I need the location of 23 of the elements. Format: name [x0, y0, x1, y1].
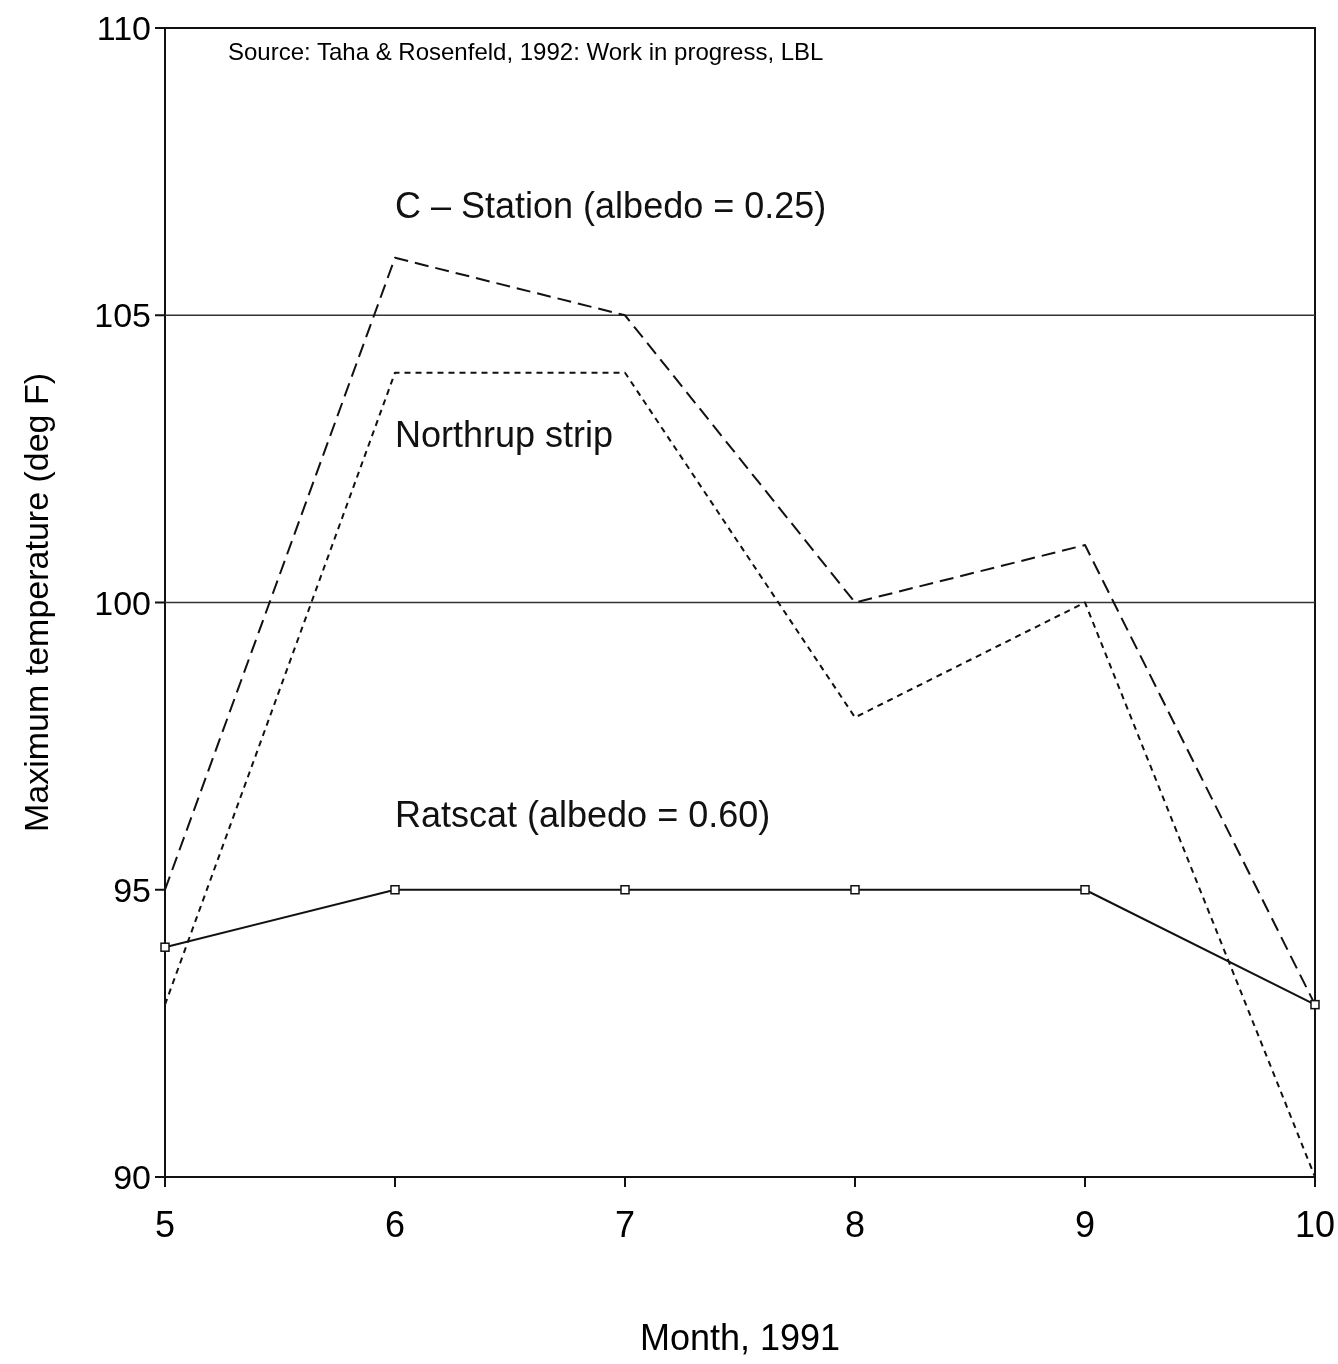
point	[620, 885, 630, 895]
y-tick-label: 100	[94, 583, 151, 622]
point	[390, 885, 400, 895]
y-tick-label: 110	[96, 9, 151, 47]
series-label: Northrup strip	[395, 414, 614, 456]
x-tick-label: 10	[1294, 1204, 1336, 1245]
x-tick-label: 8	[844, 1204, 866, 1245]
point	[1310, 999, 1320, 1010]
y-tick-label: 105	[94, 296, 151, 335]
point	[850, 885, 860, 895]
x-tick-label: 7	[614, 1204, 636, 1245]
y-axis-title: Maximum temperature (deg F)	[17, 372, 55, 833]
x-tick-label: 9	[1074, 1204, 1096, 1245]
x-tick-label: 5	[154, 1204, 176, 1245]
y-tick-label: 90	[113, 1158, 151, 1196]
series-label: Ratscat (albedo = 0.60)	[395, 793, 771, 835]
annotation: Source: Taha & Rosenfeld, 1992: Work in progress, LBL	[228, 38, 824, 65]
y-tick-label: 95	[113, 870, 151, 909]
x-axis-title: Month, 1991	[639, 1317, 841, 1358]
series-label: C – Station (albedo = 0.25)	[395, 184, 827, 226]
point	[160, 942, 170, 952]
point	[1080, 885, 1090, 895]
x-tick-label: 6	[384, 1204, 406, 1245]
